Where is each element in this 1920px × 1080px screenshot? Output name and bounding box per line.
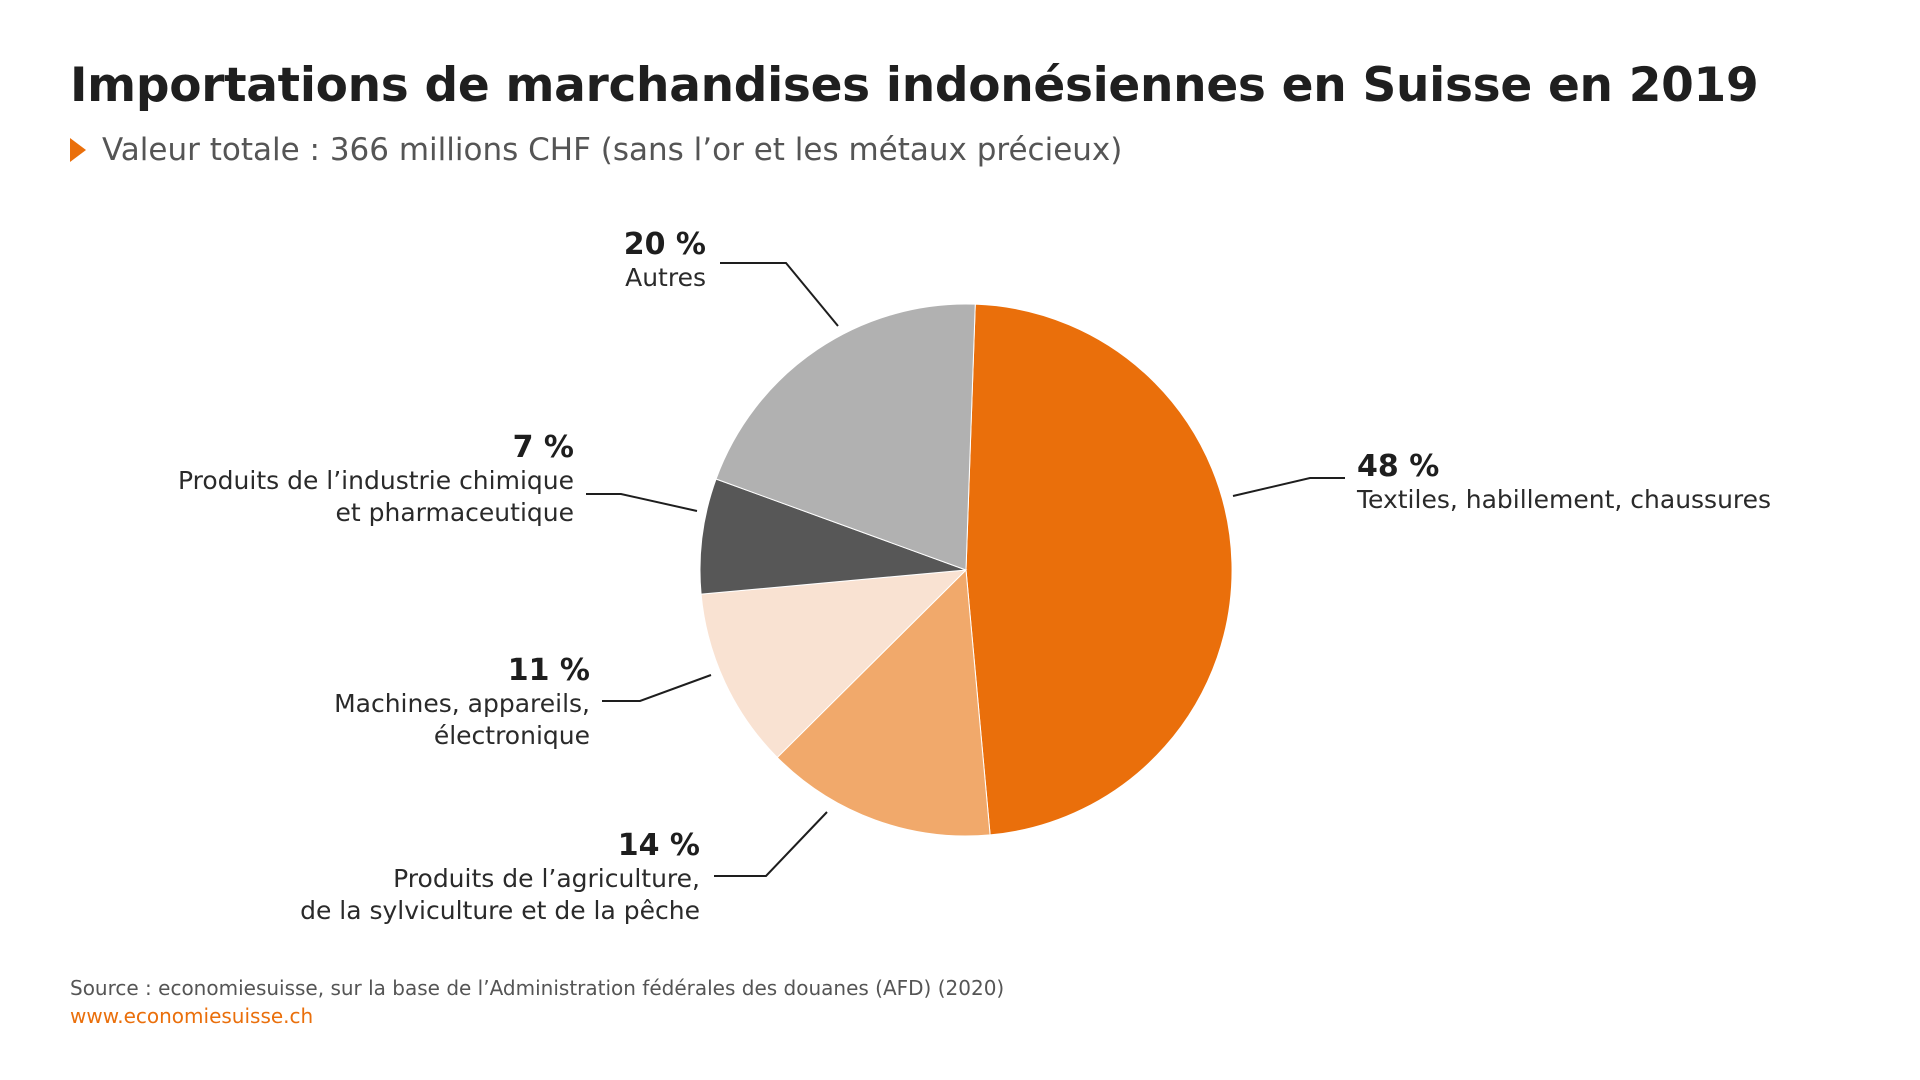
- data-label-textiles-category-line-1: Textiles, habillement, chaussures: [1356, 485, 1771, 514]
- leader-lines: [586, 262, 1345, 877]
- pie-slice-textiles: [965, 303, 1233, 836]
- leader-line-autres: [720, 262, 839, 327]
- data-label-autres-category-line-1: Autres: [625, 263, 706, 292]
- data-label-agriculture-percent: 14 %: [618, 828, 700, 863]
- leader-line-machines: [602, 674, 712, 702]
- pie-slice-machines: [700, 569, 968, 759]
- pie-slice-chimique: [699, 478, 967, 595]
- pie-slice-autres: [715, 303, 976, 571]
- source-note: Source : economiesuisse, sur la base de …: [70, 976, 1005, 1000]
- pie-slice-agriculture: [776, 568, 991, 837]
- slice-labels: 48 %Textiles, habillement, chaussures 14 …: [178, 227, 1771, 925]
- website-link[interactable]: www.economiesuisse.ch: [70, 1004, 314, 1028]
- data-label-autres-percent: 20 %: [624, 227, 706, 262]
- subtitle-text: Valeur totale : 366 millions CHF (sans l…: [102, 132, 1123, 168]
- data-label-chimique-percent: 7 %: [513, 430, 574, 465]
- data-label-machines-category-line-1: Machines, appareils,: [334, 689, 590, 718]
- chart-subtitle: Valeur totale : 366 millions CHF (sans l…: [70, 132, 1122, 168]
- chart-title: Importations de marchandises indonésienn…: [70, 58, 1759, 113]
- data-label-machines-percent: 11 %: [508, 653, 590, 688]
- data-label-agriculture-category-line-2: de la sylviculture et de la pêche: [300, 896, 700, 925]
- leader-line-agriculture: [714, 811, 828, 877]
- data-label-textiles-percent: 48 %: [1357, 449, 1439, 484]
- data-label-chimique-category-line-1: Produits de l’industrie chimique: [178, 466, 574, 495]
- data-label-chimique-category-line-2: et pharmaceutique: [336, 498, 575, 527]
- pie-slices: [699, 303, 1233, 837]
- leader-line-chimique: [586, 493, 698, 512]
- orange-triangle-right-icon: [70, 138, 86, 162]
- leader-line-textiles: [1232, 477, 1345, 497]
- data-label-agriculture-category-line-1: Produits de l’agriculture,: [393, 864, 700, 893]
- data-label-machines-category-line-2: électronique: [434, 721, 590, 750]
